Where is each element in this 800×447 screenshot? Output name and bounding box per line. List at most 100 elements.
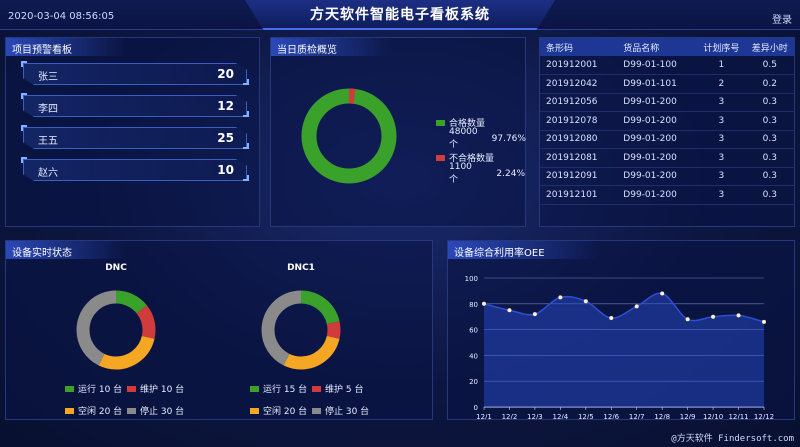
col-plan-no: 计划序号 xyxy=(697,38,746,56)
x-tick-label: 12/12 xyxy=(754,413,774,419)
header: 2020-03-04 08:56:05 方天软件智能电子看板系统 登录 xyxy=(0,0,800,30)
device-status-panel: 设备实时状态 DNC 运行 10 台 维护 10 台空闲 20 台 停止 30 台 DN… xyxy=(5,240,433,420)
oee-data-point xyxy=(583,299,588,304)
page-title: 方天软件智能电子看板系统 xyxy=(310,7,490,23)
warning-item[interactable]: 张三 20 xyxy=(23,63,247,85)
table-cell: 201912042 xyxy=(540,74,618,94)
project-warning-panel: 项目预警看板 张三 20 李四 12 王五 25 赵六 10 xyxy=(5,37,260,227)
warning-item-value: 20 xyxy=(217,67,234,81)
quality-overview-title: 当日质检概览 xyxy=(271,38,391,56)
oee-data-point xyxy=(660,291,665,296)
quality-fail-values: 1100个 2.24% xyxy=(449,162,525,185)
device-chart-title: DNC1 xyxy=(287,263,315,273)
table-cell: D99-01-200 xyxy=(617,93,698,112)
legend-label: 停止 30 台 xyxy=(140,407,185,417)
table-row[interactable]: 201912081 D99-01-200 3 0.3 xyxy=(540,148,794,168)
oee-data-point xyxy=(482,301,486,306)
table-cell: 0.2 xyxy=(745,74,794,94)
table-cell: 0.5 xyxy=(745,56,794,75)
warning-item-name: 王五 xyxy=(38,136,58,147)
col-goods-name: 货品名称 xyxy=(617,38,698,56)
device-donut-slice xyxy=(261,290,341,370)
table-cell: D99-01-200 xyxy=(617,111,698,131)
table-cell: 0.3 xyxy=(745,185,794,205)
table-row[interactable]: 201912056 D99-01-200 3 0.3 xyxy=(540,93,794,112)
table-row[interactable]: 201912042 D99-01-101 2 0.2 xyxy=(540,74,794,94)
warning-item[interactable]: 赵六 10 xyxy=(23,159,247,181)
table-row[interactable]: 201912080 D99-01-200 3 0.3 xyxy=(540,130,794,149)
oee-series-line xyxy=(483,292,765,323)
device-legend-item: 停止 30 台 xyxy=(312,404,369,417)
y-tick-label: 40 xyxy=(469,352,478,360)
table-cell: 3 xyxy=(697,130,746,149)
device-legend-item: 空闲 20 台 xyxy=(65,404,122,417)
table-cell: 3 xyxy=(697,148,746,168)
legend-label: 空闲 20 台 xyxy=(78,407,123,417)
table-cell: 0.3 xyxy=(745,167,794,186)
header-title-background xyxy=(245,0,555,30)
table-cell: 3 xyxy=(697,185,746,205)
warning-item-name: 赵六 xyxy=(38,168,58,179)
watermark: @方天软件 Findersoft.com xyxy=(671,434,794,444)
warning-item-name: 张三 xyxy=(38,72,58,83)
table-row[interactable]: 201912091 D99-01-200 3 0.3 xyxy=(540,167,794,186)
quality-overview-panel: 当日质检概览 合格数量 48000个 97.76% 不合格数量 1100个 2.… xyxy=(270,37,526,227)
legend-swatch xyxy=(127,385,136,392)
table-cell: 0.3 xyxy=(745,93,794,112)
pass-swatch xyxy=(436,119,445,126)
col-barcode: 条形码 xyxy=(540,38,618,56)
legend-swatch xyxy=(65,407,74,414)
table-cell: D99-01-200 xyxy=(617,130,698,149)
quality-pass-values: 48000个 97.76% xyxy=(449,127,526,150)
fail-label: 不合格数量 xyxy=(449,154,495,164)
warning-item-value: 25 xyxy=(217,131,234,145)
login-link[interactable]: 登录 xyxy=(772,15,792,26)
table-row[interactable]: 201912001 D99-01-100 1 0.5 xyxy=(540,56,794,75)
device-donut-slice xyxy=(76,290,156,370)
table-cell: D99-01-200 xyxy=(617,148,698,168)
device-chart-title: DNC xyxy=(105,263,127,273)
device-legend-item: 运行 15 台 xyxy=(250,382,307,395)
legend-swatch xyxy=(65,385,74,392)
pass-percent: 97.76% xyxy=(491,133,526,144)
oee-data-point xyxy=(736,313,741,318)
oee-data-point xyxy=(762,319,766,324)
col-diff-hours: 差异小时 xyxy=(745,38,794,56)
pass-arc xyxy=(301,88,397,184)
pass-count: 48000个 xyxy=(449,127,478,150)
table-cell: D99-01-101 xyxy=(617,74,698,94)
table-header-row: 条形码 货品名称 计划序号 差异小时 xyxy=(540,38,794,56)
quality-donut-chart xyxy=(301,88,397,184)
device-donut-chart xyxy=(76,290,156,370)
corner-accent xyxy=(21,93,27,99)
table-cell: 201912078 xyxy=(540,111,618,131)
legend-swatch xyxy=(312,385,321,392)
device-legend-item: 停止 30 台 xyxy=(127,404,184,417)
y-tick-label: 20 xyxy=(469,378,478,386)
table-cell: 0.3 xyxy=(745,148,794,168)
device-legend-item: 空闲 20 台 xyxy=(250,404,307,417)
x-tick-label: 12/9 xyxy=(680,413,696,419)
table-row[interactable]: 201912101 D99-01-200 3 0.3 xyxy=(540,185,794,205)
legend-label: 维护 5 台 xyxy=(325,385,364,395)
barcode-table: 条形码 货品名称 计划序号 差异小时 201912001 D99-01-100 1 0… xyxy=(540,38,794,205)
oee-data-point xyxy=(711,314,716,319)
warning-item[interactable]: 李四 12 xyxy=(23,95,247,117)
table-cell: D99-01-200 xyxy=(617,167,698,186)
oee-data-point xyxy=(507,308,512,313)
x-tick-label: 12/1 xyxy=(476,413,492,419)
x-tick-label: 12/3 xyxy=(527,413,543,419)
warning-item[interactable]: 王五 25 xyxy=(23,127,247,149)
table-row[interactable]: 201912078 D99-01-200 3 0.3 xyxy=(540,111,794,131)
warning-item-name: 李四 xyxy=(38,104,58,115)
oee-data-point xyxy=(558,295,563,300)
table-cell: 201912081 xyxy=(540,148,618,168)
legend-label: 运行 15 台 xyxy=(263,385,308,395)
legend-label: 停止 30 台 xyxy=(325,407,370,417)
warning-item-value: 10 xyxy=(217,163,234,177)
pass-label: 合格数量 xyxy=(449,119,486,129)
header-datetime: 2020-03-04 08:56:05 xyxy=(8,11,115,22)
x-tick-label: 12/11 xyxy=(728,413,748,419)
corner-accent xyxy=(243,175,249,181)
x-tick-label: 12/5 xyxy=(578,413,594,419)
